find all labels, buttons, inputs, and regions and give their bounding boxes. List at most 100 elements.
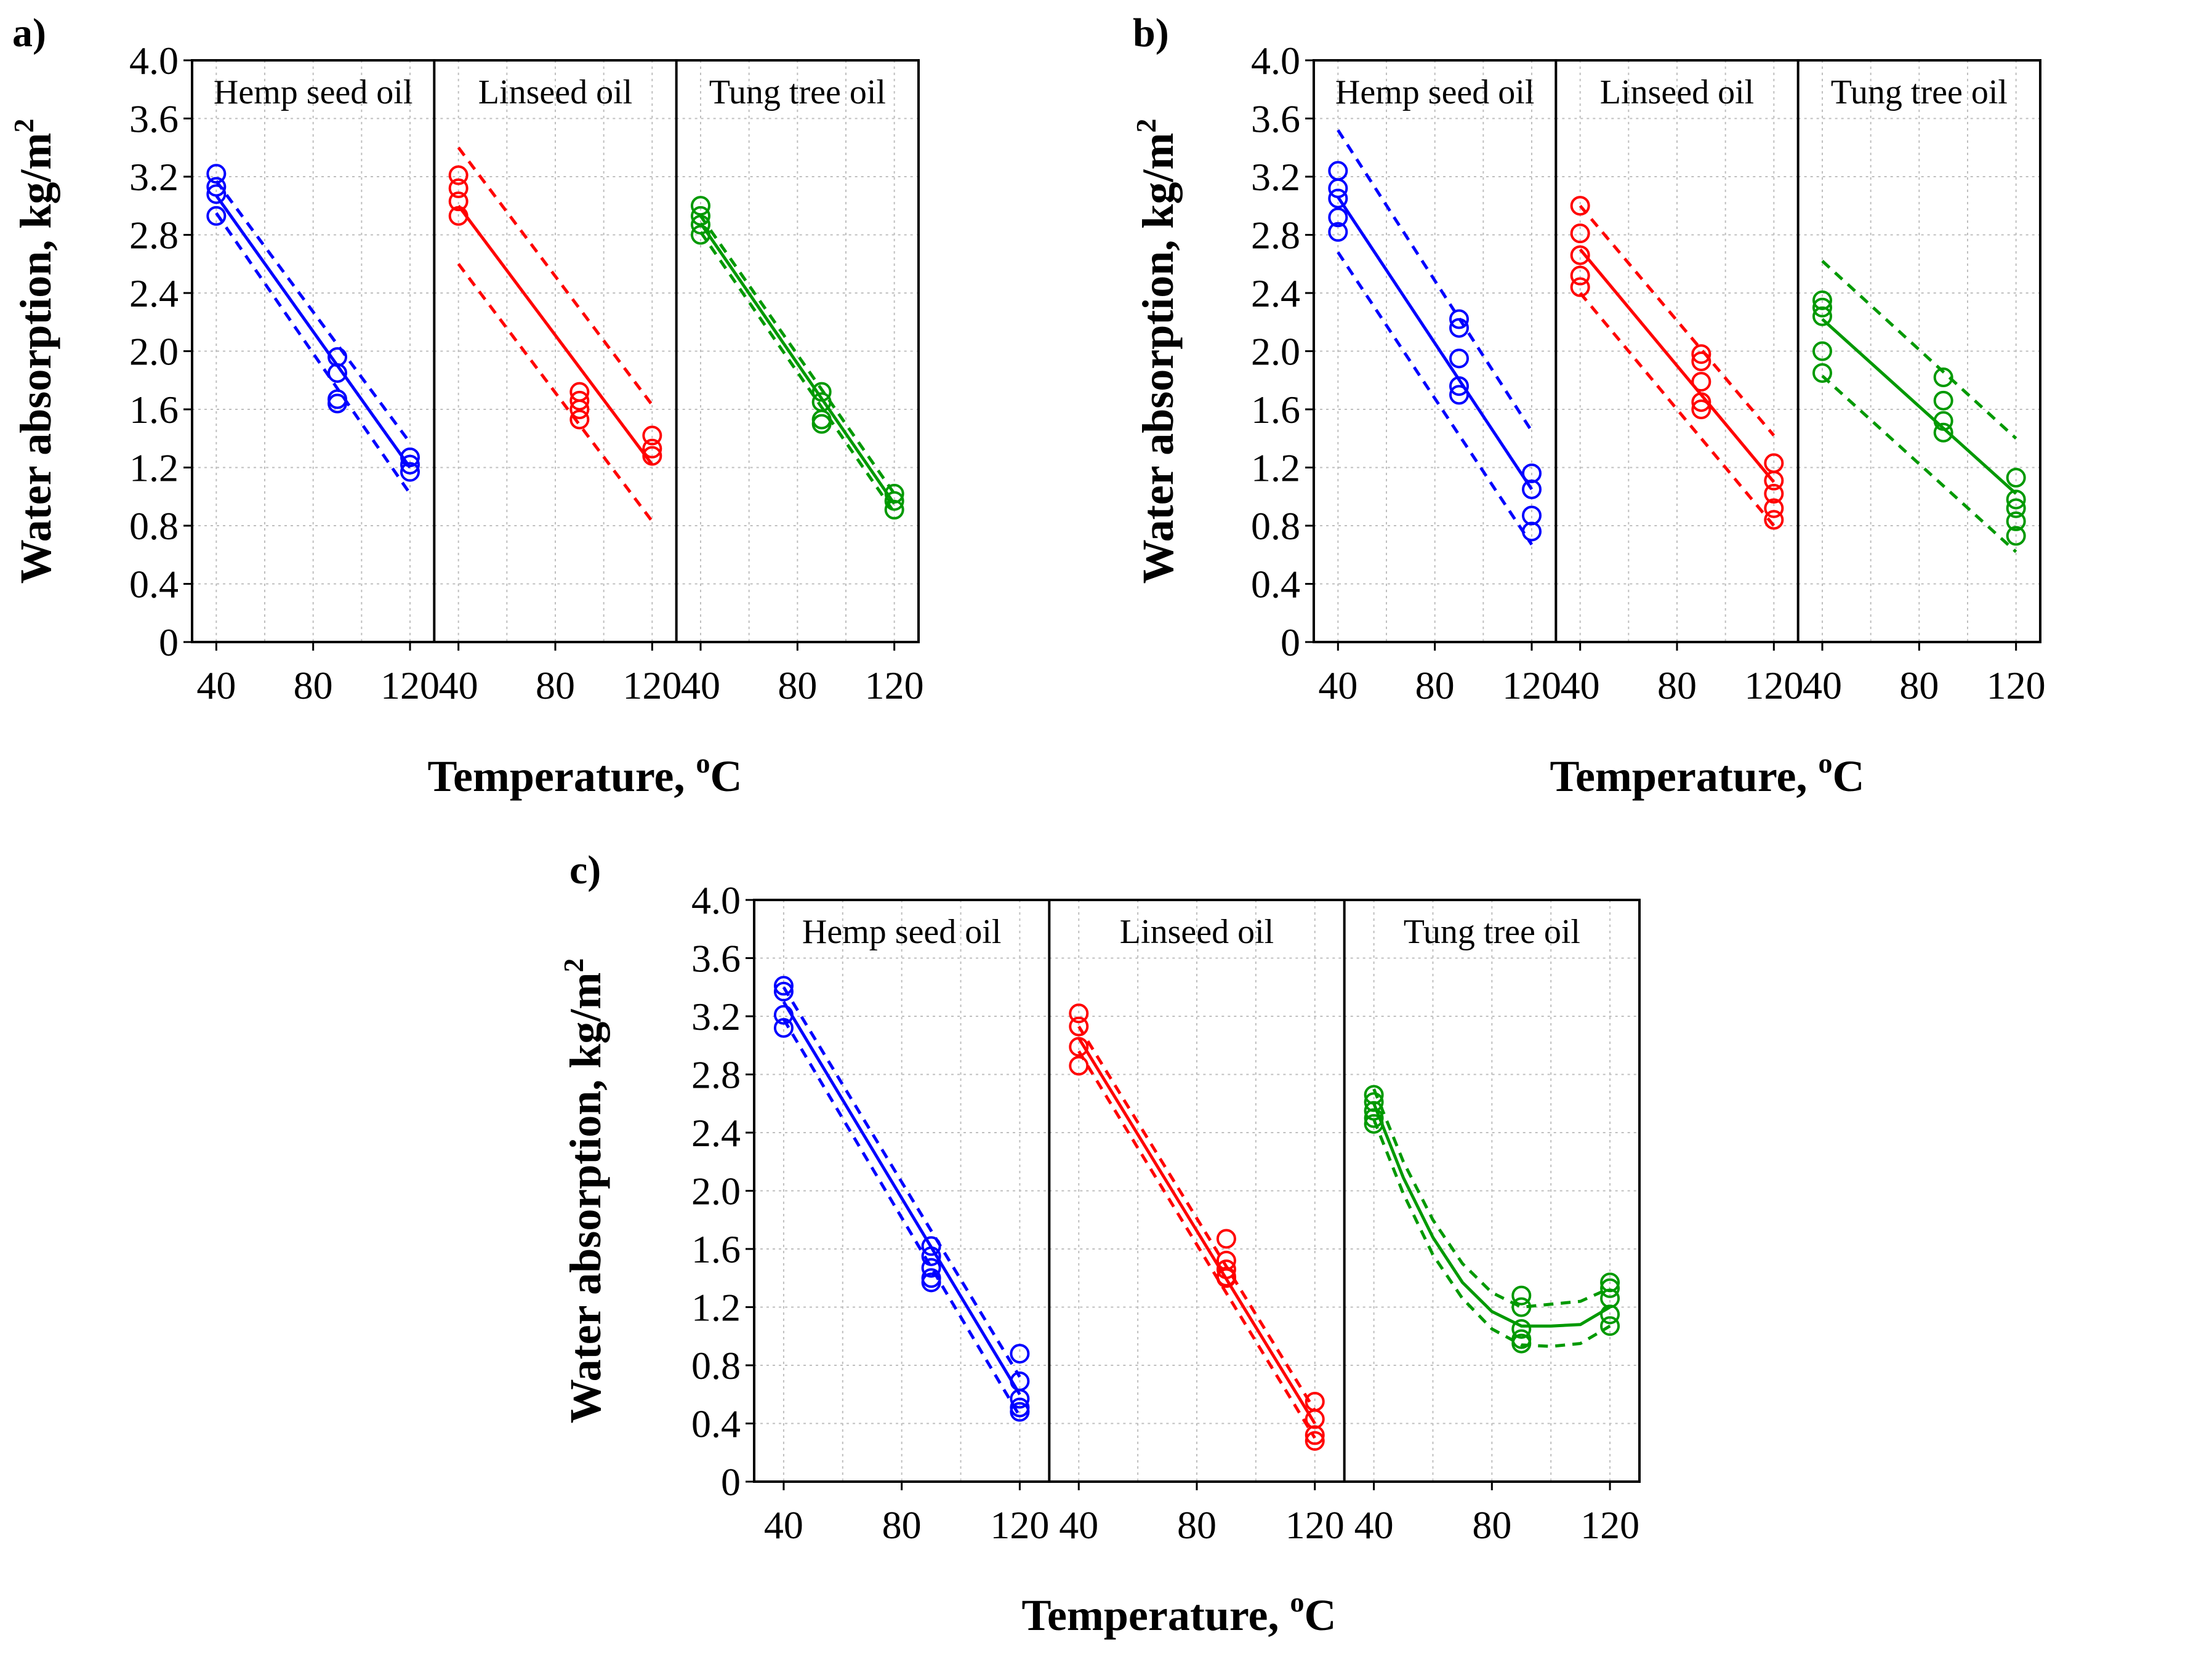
data-point — [1933, 367, 1953, 388]
x-axis-title: Temperature, oC — [1550, 747, 1865, 801]
subpanel-hemp-seed-oil: 40 80 120 Hemp seed oil — [1314, 60, 1561, 707]
data-point — [448, 178, 469, 198]
data-point — [206, 177, 227, 197]
fit-line — [215, 195, 412, 468]
data-point — [884, 484, 904, 504]
x-tick-label: 40 — [439, 664, 478, 707]
data-point — [1364, 1092, 1384, 1112]
data-point — [1069, 1003, 1089, 1024]
x-tick-label: 40 — [681, 664, 720, 707]
y-tick-label: 2.0 — [1251, 330, 1300, 374]
data-point — [328, 347, 347, 367]
y-tick-label: 3.6 — [1251, 97, 1300, 141]
x-axis-title-unit: C — [1304, 1591, 1336, 1640]
confidence-band-lower — [1337, 251, 1534, 546]
data-point — [1764, 484, 1784, 504]
x-axis-title-superscript: o — [696, 747, 710, 779]
y-tick-label: 2.4 — [691, 1111, 741, 1155]
y-tick-label: 1.2 — [129, 446, 179, 490]
chart-a: a) 0 0.4 0.8 1.2 1.6 2.0 2.4 2.8 3.2 3.6 4.0 40 80 120… — [8, 10, 924, 801]
data-point — [1216, 1229, 1236, 1249]
data-point — [1570, 265, 1590, 286]
data-point — [1812, 341, 1832, 361]
data-point — [448, 165, 469, 185]
data-point — [691, 206, 710, 226]
x-tick-label: 80 — [1415, 664, 1455, 707]
data-point — [569, 390, 590, 411]
data-point — [773, 1005, 794, 1025]
y-tick-label: 0 — [1281, 620, 1300, 664]
data-point — [206, 184, 227, 204]
y-axis-title-text: Water absorption, kg/m — [11, 133, 60, 584]
x-tick-label: 40 — [1561, 664, 1600, 707]
data-point — [2006, 526, 2026, 546]
subpanel-tung-tree-oil: 40 80 120 Tung tree oil — [675, 60, 924, 707]
data-point — [691, 214, 710, 235]
y-tick-label: 3.6 — [129, 97, 179, 141]
confidence-band-lower — [215, 212, 412, 495]
x-tick-label: 80 — [882, 1503, 922, 1547]
oil-label: Hemp seed oil — [802, 913, 1001, 951]
data-point — [1449, 318, 1469, 338]
data-point — [1449, 309, 1469, 329]
data-point — [642, 446, 662, 466]
data-point — [1328, 222, 1348, 242]
data-point — [1812, 306, 1832, 326]
y-tick-label: 0 — [721, 1460, 741, 1504]
data-point — [921, 1246, 941, 1266]
y-axis-title-superscript: 2 — [558, 958, 589, 973]
data-point — [1812, 297, 1832, 318]
data-point — [1364, 1101, 1384, 1121]
oil-label: Hemp seed oil — [1335, 73, 1534, 111]
x-tick-label: 120 — [1580, 1503, 1639, 1547]
y-axis-title-superscript: 2 — [8, 119, 39, 133]
x-tick-label: 80 — [1177, 1503, 1217, 1547]
y-tick-label: 2.8 — [691, 1053, 741, 1097]
data-point — [811, 382, 832, 402]
data-point — [1691, 399, 1711, 419]
data-point — [1010, 1402, 1030, 1422]
x-tick-label: 120 — [1285, 1503, 1345, 1547]
y-axis-title-text: Water absorption, kg/m — [561, 973, 610, 1424]
confidence-band-lower — [1579, 292, 1776, 527]
data-point — [1691, 372, 1711, 392]
x-tick-label: 120 — [1987, 664, 2046, 707]
data-point — [1328, 207, 1348, 228]
data-point — [1010, 1389, 1030, 1409]
data-point — [2006, 489, 2026, 510]
x-tick-label: 40 — [1354, 1503, 1394, 1547]
data-point — [773, 1018, 794, 1038]
data-point — [1570, 223, 1590, 244]
data-point — [1449, 348, 1469, 369]
confidence-band-lower — [699, 231, 896, 514]
y-tick-label: 1.2 — [1251, 446, 1300, 490]
confidence-band-lower — [1821, 374, 2017, 553]
data-point — [1511, 1297, 1532, 1317]
oil-label: Linseed oil — [478, 73, 632, 111]
confidence-band-upper — [1821, 260, 2017, 440]
subpanel-tung-tree-oil: 40 80 120 Tung tree oil — [1343, 899, 1639, 1547]
x-axis-title-superscript: o — [1290, 1586, 1304, 1618]
data-point — [773, 976, 794, 996]
data-point — [328, 363, 347, 383]
y-tick-label: 3.2 — [129, 155, 179, 199]
y-tick-label: 4.0 — [691, 878, 741, 922]
data-point — [206, 206, 227, 226]
x-tick-label: 40 — [1059, 1503, 1098, 1547]
data-point — [1305, 1425, 1325, 1445]
confidence-band-lower — [1077, 1050, 1316, 1439]
oil-label: Tung tree oil — [1831, 73, 2008, 111]
subpanel-hemp-seed-oil: 40 80 120 Hemp seed oil — [754, 899, 1049, 1547]
data-point — [1933, 411, 1953, 431]
data-point — [691, 196, 710, 216]
x-tick-label: 80 — [778, 664, 817, 707]
data-point — [773, 981, 794, 1002]
y-tick-label: 2.4 — [1251, 271, 1300, 315]
x-axis-title-text: Temperature, — [1550, 752, 1819, 801]
x-tick-label: 40 — [196, 664, 236, 707]
fit-line — [1077, 1037, 1316, 1424]
chart-c: c) 0 0.4 0.8 1.2 1.6 2.0 2.4 2.8 3.2 3.6 4.0 40 80 120… — [558, 848, 1641, 1640]
x-tick-label: 80 — [1657, 664, 1697, 707]
data-point — [642, 438, 662, 459]
y-tick-label: 3.2 — [1251, 155, 1300, 199]
